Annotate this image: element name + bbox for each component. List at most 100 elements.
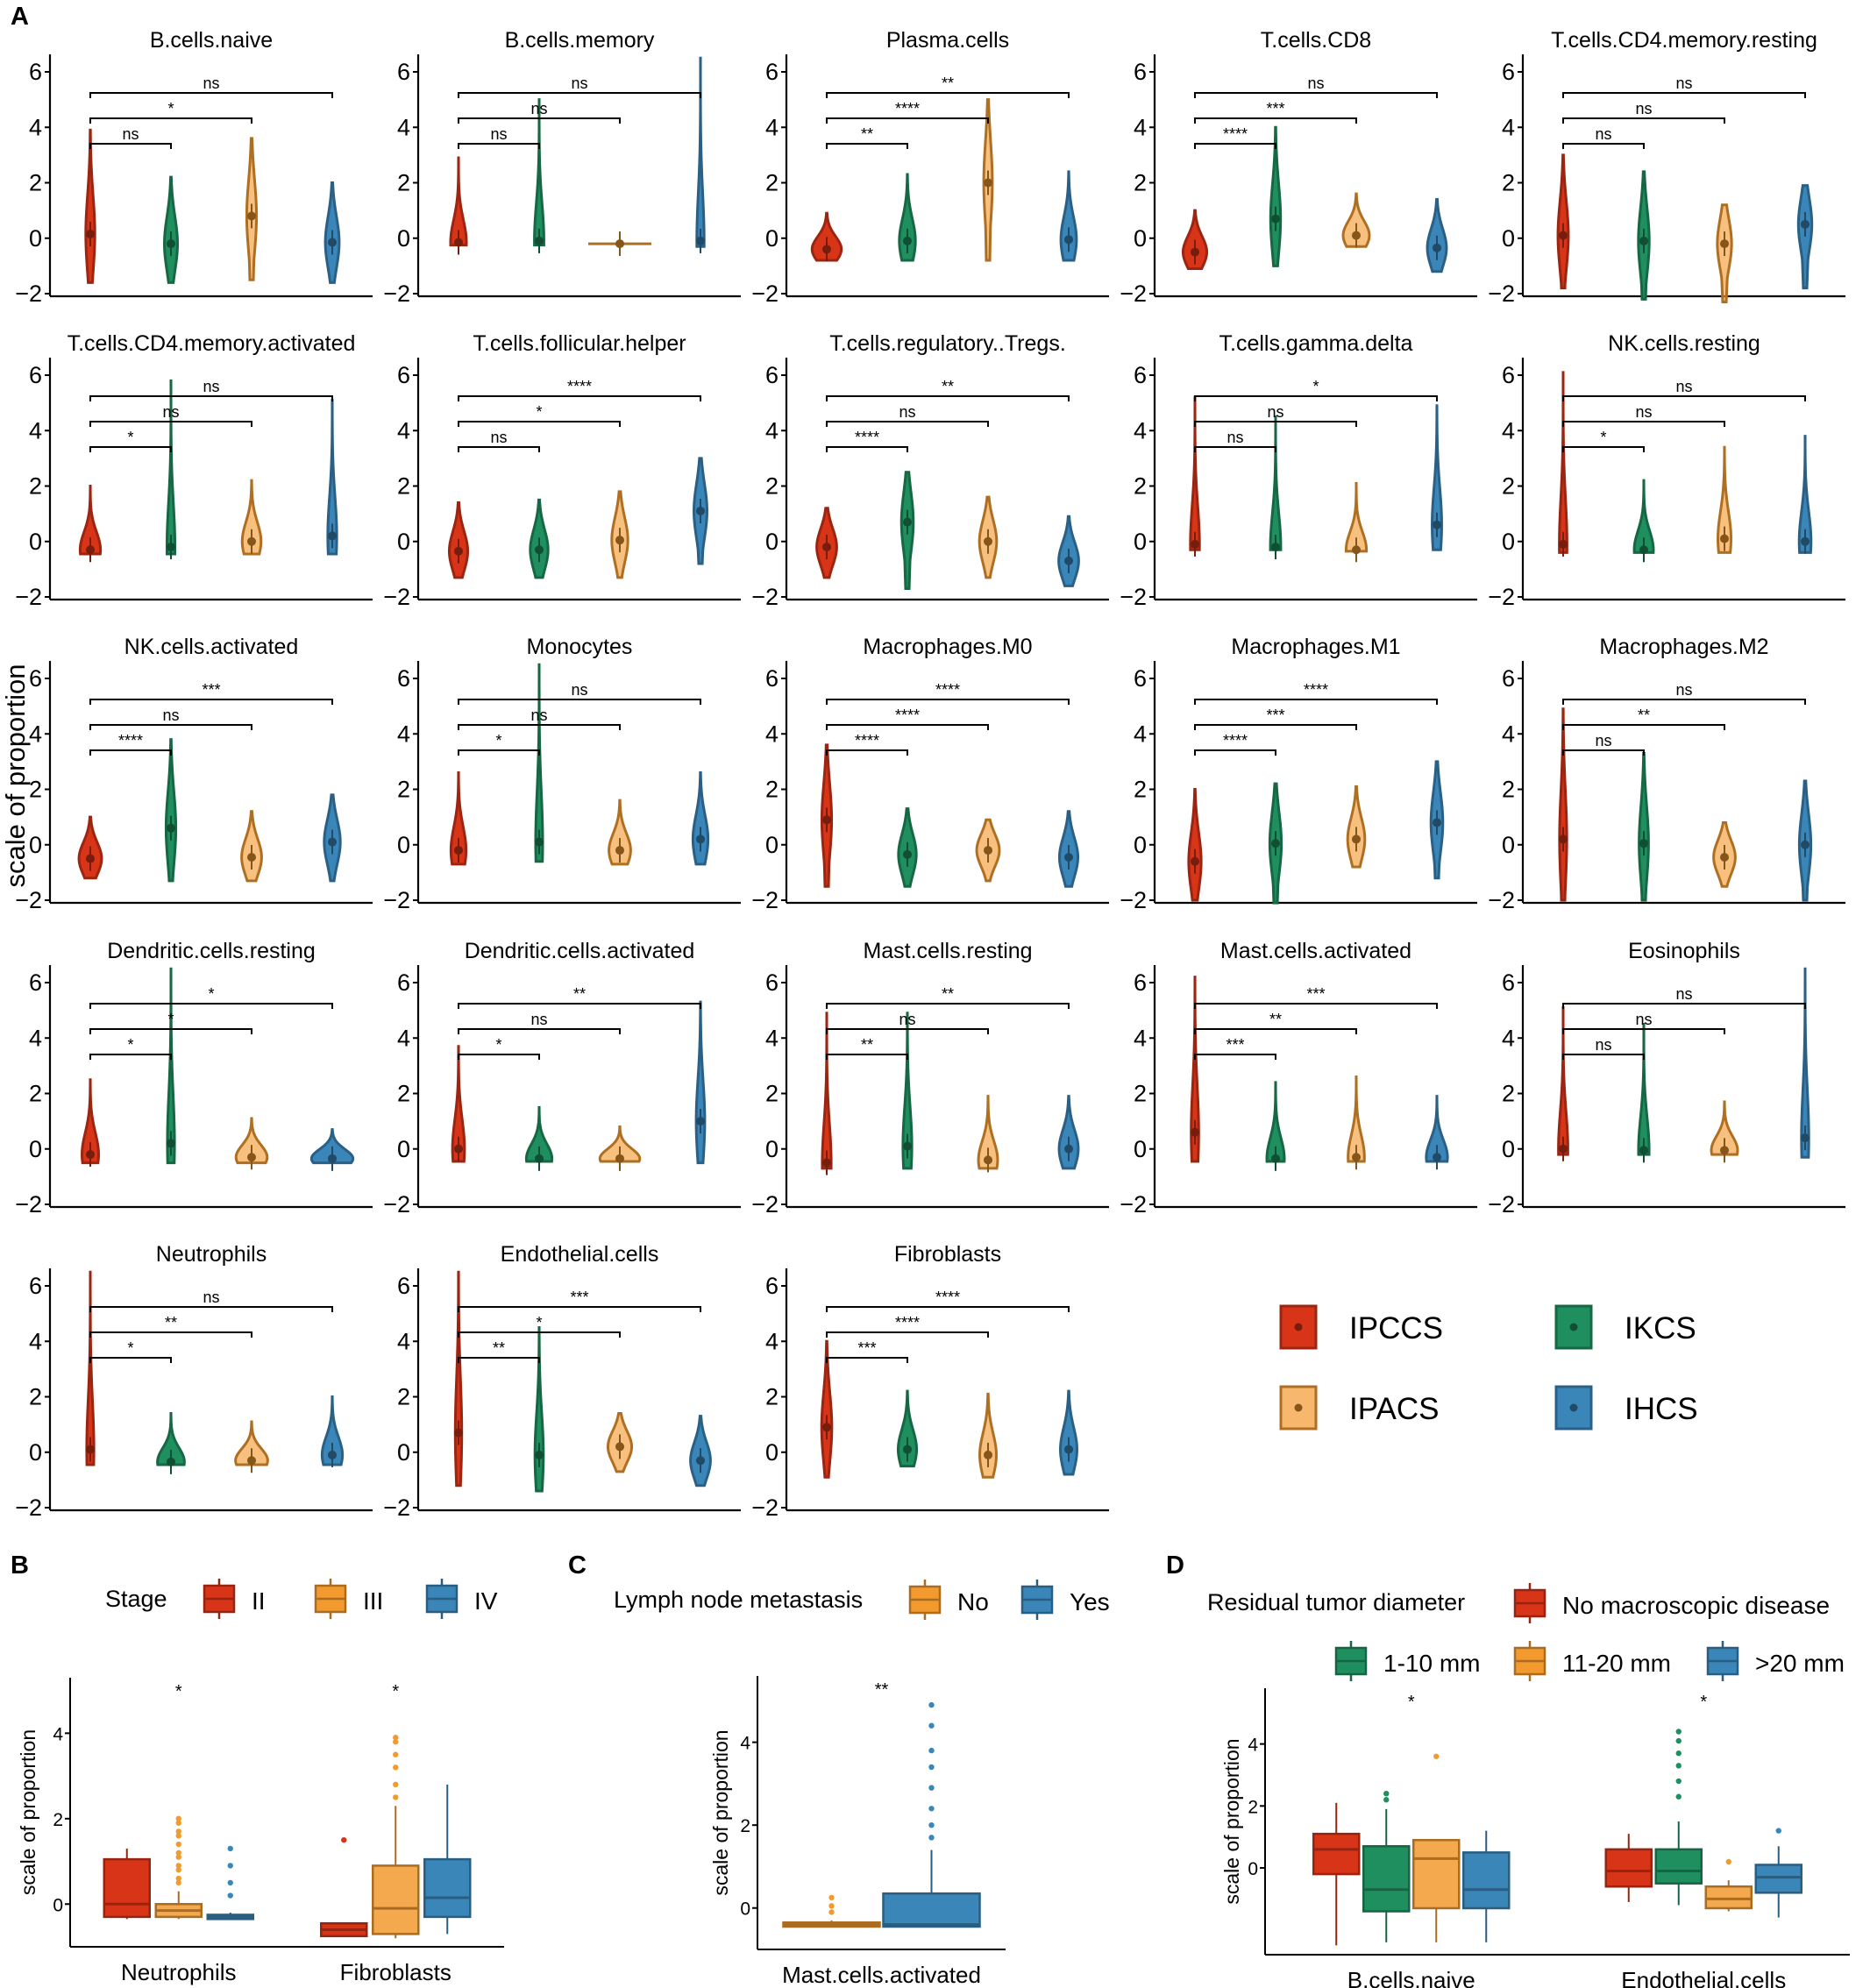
box-legend-label: >20 mm <box>1755 1650 1845 1677</box>
y-tick-label: 4 <box>1134 1025 1147 1051</box>
facet-title: Macrophages.M1 <box>1231 635 1400 659</box>
sig-bracket <box>1194 143 1276 149</box>
violin-point-IHCS <box>1801 219 1810 229</box>
sig-bracket <box>89 1357 172 1363</box>
violin-point-IPCCS <box>822 1158 831 1168</box>
y-tick-label: 0 <box>1502 225 1515 252</box>
y-tick-label: 2 <box>1134 777 1147 803</box>
sig-label: ** <box>573 985 586 1003</box>
sig-bracket <box>458 1054 540 1060</box>
y-tick-label: −2 <box>1488 887 1515 913</box>
y-tick-label: 6 <box>1502 59 1515 85</box>
sig-bracket <box>826 1003 1070 1009</box>
facet-title: T.cells.CD4.memory.resting <box>1551 28 1817 53</box>
y-tick-label: 0 <box>397 832 410 858</box>
violin-point-IHCS <box>328 837 337 847</box>
legend-label: IKCS <box>1625 1311 1696 1345</box>
y-tick-label: 0 <box>397 225 410 252</box>
sig-label: *** <box>1266 100 1284 117</box>
violin-point-IKCS <box>535 1450 544 1459</box>
violin-point-IHCS <box>1064 235 1073 245</box>
box-outlier <box>393 1781 399 1788</box>
sig-label: * <box>536 1314 542 1331</box>
box-outlier <box>227 1863 233 1869</box>
violin-point-IPACS <box>984 1155 992 1165</box>
sig-label: *** <box>570 1289 588 1306</box>
y-tick-label: 2 <box>29 170 42 196</box>
box-outlier <box>341 1836 347 1843</box>
violin-IKCS <box>901 1012 914 1170</box>
sig-label: ns <box>1635 100 1652 117</box>
facet-title: T.cells.CD4.memory.activated <box>68 331 356 356</box>
sig-bracket <box>89 117 252 124</box>
violin-IKCS <box>163 175 179 284</box>
violin-point-IPCCS <box>86 1445 95 1454</box>
violin-IPCCS <box>84 128 96 284</box>
sig-bracket <box>826 92 1070 98</box>
sig-label: ns <box>1307 75 1324 92</box>
violin-point-IHCS <box>1801 1133 1810 1143</box>
violin-point-IHCS <box>1064 852 1073 862</box>
box-II <box>103 1857 151 1919</box>
violin-point-IPCCS <box>454 1144 463 1154</box>
sig-label: ** <box>493 1339 505 1357</box>
violin-point-IPACS <box>1352 231 1361 240</box>
legend-key-dot <box>1294 1403 1303 1412</box>
violin-point-IKCS <box>903 1141 912 1151</box>
box-outlier <box>828 1903 835 1909</box>
y-tick-label: 4 <box>397 1328 410 1354</box>
violin-point-IHCS <box>328 531 337 541</box>
y-tick-label: 2 <box>1134 170 1147 196</box>
sig-bracket <box>89 1003 333 1009</box>
y-tick-label: −2 <box>15 1495 42 1521</box>
box-outlier <box>175 1850 181 1856</box>
y-tick-label: 2 <box>765 777 779 803</box>
box-outlier <box>175 1828 181 1835</box>
box-outlier <box>928 1785 935 1791</box>
y-tick-label: 0 <box>1502 1136 1515 1162</box>
y-tick-label: 6 <box>397 362 410 388</box>
box-outlier <box>928 1722 935 1729</box>
y-tick-label: 4 <box>1502 721 1515 747</box>
violin-point-IPCCS <box>1559 834 1568 844</box>
y-tick-label: 4 <box>740 1734 750 1754</box>
y-tick-label: 4 <box>1248 1736 1258 1756</box>
box-No macroscopic disease <box>1312 1832 1361 1876</box>
sig-bracket <box>89 421 252 427</box>
legend-label: IPCCS <box>1349 1311 1443 1345</box>
violin-point-IKCS <box>1271 543 1280 552</box>
box-outlier <box>227 1879 233 1886</box>
y-tick-label: 6 <box>1134 665 1147 692</box>
violin-point-IPCCS <box>1191 247 1199 257</box>
sig-label: ** <box>942 985 954 1003</box>
sig-label: * <box>127 1036 133 1054</box>
box-sig-label: * <box>175 1682 182 1701</box>
facet-title: NK.cells.activated <box>124 635 299 659</box>
violin-point-IKCS <box>535 236 544 245</box>
y-axis-label: scale of proportion <box>0 664 31 887</box>
sig-label: ns <box>1675 985 1692 1003</box>
y-tick-label: 6 <box>765 362 779 388</box>
y-tick-label: 4 <box>1134 114 1147 140</box>
violin-point-IPACS <box>247 536 256 546</box>
box-outlier <box>175 1854 181 1860</box>
sig-label: ns <box>1675 681 1692 699</box>
y-tick-label: 4 <box>1134 417 1147 444</box>
sig-bracket <box>826 395 1070 401</box>
y-tick-label: −2 <box>383 1495 410 1521</box>
sig-bracket <box>1194 1028 1357 1034</box>
y-tick-label: −2 <box>1120 887 1147 913</box>
violin-point-IKCS <box>903 849 912 859</box>
violin-point-IPCCS <box>822 1423 831 1432</box>
y-tick-label: −2 <box>15 280 42 307</box>
violin-IKCS <box>164 738 178 883</box>
violin-point-IPCCS <box>86 854 95 863</box>
y-tick-label: −2 <box>383 887 410 913</box>
y-tick-label: −2 <box>1120 280 1147 307</box>
sig-label: ** <box>1269 1011 1282 1028</box>
sig-label: ** <box>942 378 954 395</box>
y-tick-label: 0 <box>1502 529 1515 555</box>
y-tick-label: 4 <box>1134 721 1147 747</box>
box-Yes <box>882 1892 981 1928</box>
violin-point-IHCS <box>1064 556 1073 565</box>
